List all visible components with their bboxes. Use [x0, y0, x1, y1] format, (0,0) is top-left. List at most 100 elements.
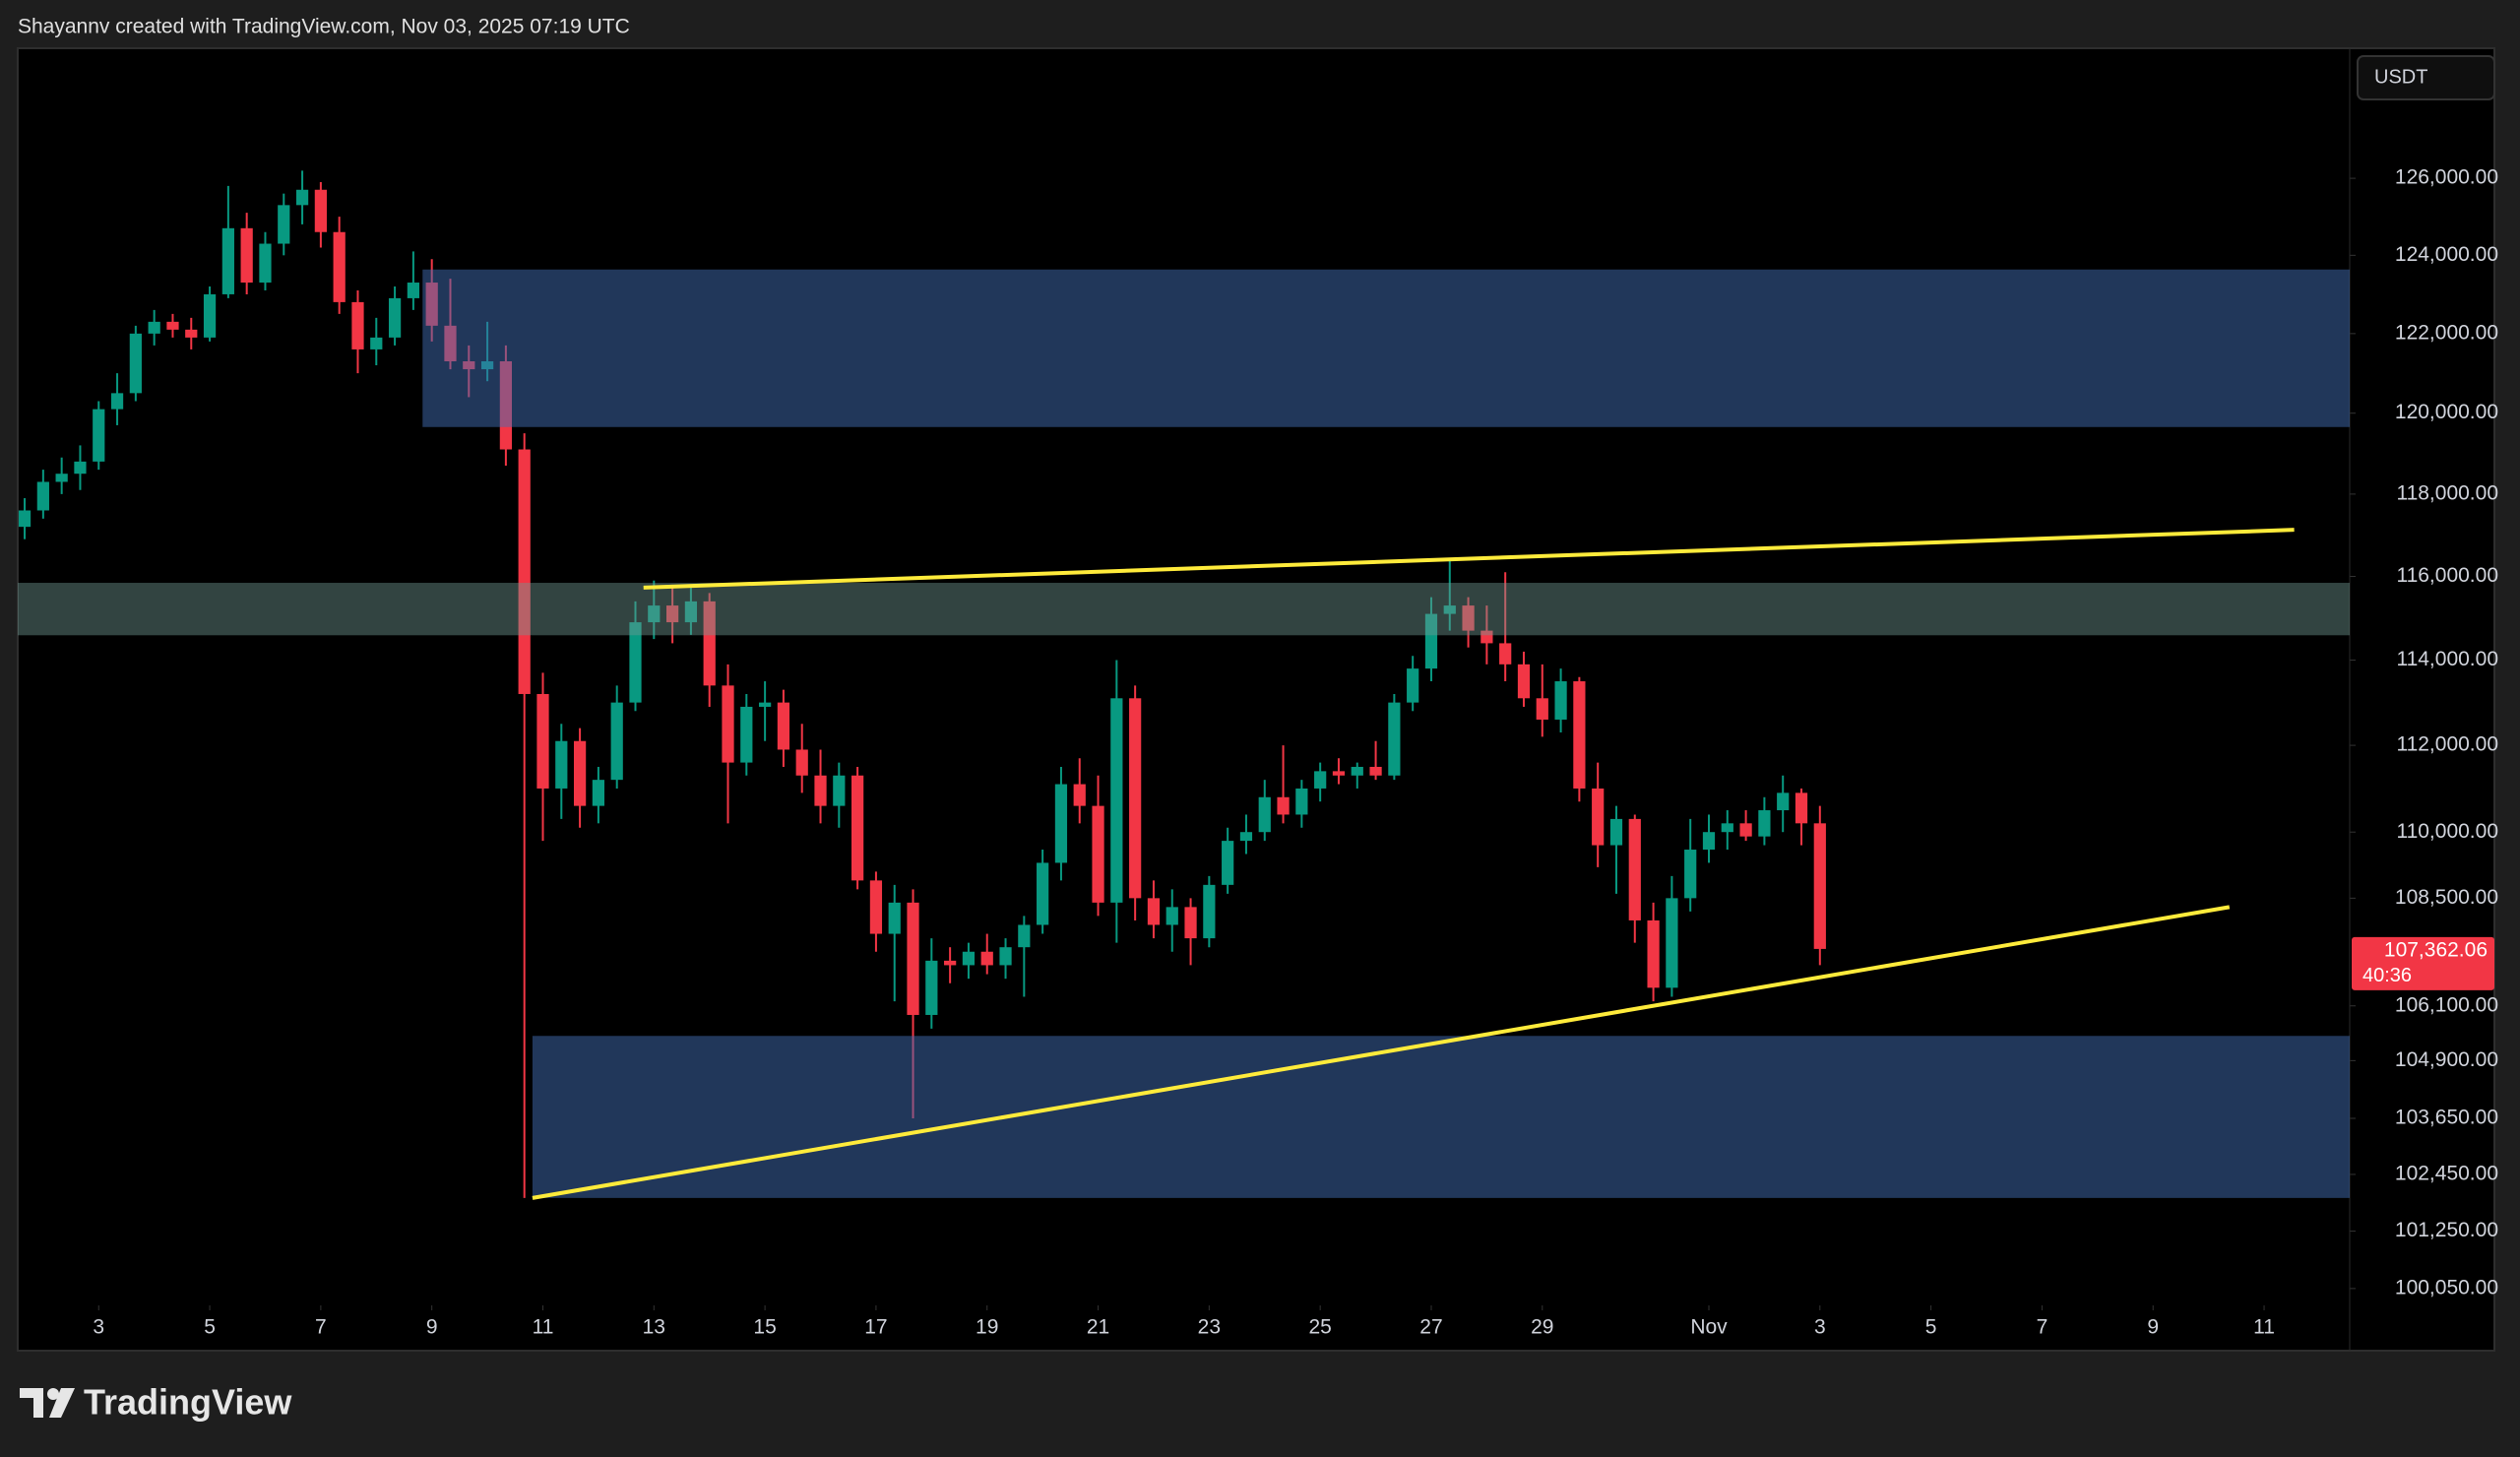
- candle-body: [185, 329, 198, 338]
- y-tick-label: 108,500.00: [2395, 886, 2498, 909]
- candle-body: [1721, 823, 1733, 833]
- logo-icon: [47, 1388, 59, 1400]
- candle-body: [1480, 630, 1493, 644]
- candle-body: [1628, 818, 1641, 920]
- candle-body: [1609, 818, 1623, 846]
- candle-body: [610, 702, 623, 781]
- x-tick-label: 5: [204, 1316, 216, 1339]
- y-tick-label: 103,650.00: [2395, 1107, 2498, 1129]
- candle-body: [129, 333, 142, 394]
- trendline: [643, 528, 2295, 590]
- series-area: [18, 170, 1826, 1198]
- y-tick-label: 112,000.00: [2396, 733, 2498, 756]
- candle-body: [1424, 613, 1438, 669]
- candle-body: [1795, 792, 1808, 824]
- candle-body: [703, 601, 716, 686]
- candle-body: [1222, 841, 1234, 885]
- candle-body: [166, 321, 179, 330]
- candle-body: [1407, 668, 1419, 703]
- candle-body: [1592, 788, 1605, 846]
- candle-body: [370, 337, 383, 349]
- candle-body: [740, 706, 753, 763]
- candle-body: [240, 227, 253, 284]
- x-tick-label: 17: [864, 1316, 887, 1339]
- candle-body: [55, 474, 68, 482]
- trendline: [532, 905, 2231, 1200]
- candle-body: [1295, 788, 1308, 815]
- y-tick-label: 124,000.00: [2395, 243, 2498, 266]
- x-tick-label: 29: [1531, 1316, 1553, 1339]
- candle-body: [665, 605, 679, 623]
- header: Shayannv created with TradingView.com, N…: [18, 16, 630, 38]
- x-tick-label: 15: [753, 1316, 776, 1339]
- x-tick-label: 27: [1419, 1316, 1442, 1339]
- candle-body: [1443, 605, 1456, 614]
- zone: [422, 269, 2351, 427]
- candle-body: [148, 321, 160, 334]
- candle-body: [1092, 805, 1104, 903]
- candle-body: [814, 775, 827, 806]
- y-tick-label: 106,100.00: [2395, 993, 2498, 1016]
- x-tick-label: 7: [315, 1316, 327, 1339]
- candle-body: [295, 189, 309, 206]
- logo-icon: [20, 1388, 43, 1418]
- candle-body: [1166, 907, 1178, 925]
- y-tick-label: 110,000.00: [2396, 820, 2498, 843]
- zone: [532, 1036, 2350, 1198]
- candle-body: [1258, 796, 1271, 833]
- candle-body: [1314, 771, 1327, 789]
- candle-body: [351, 301, 364, 349]
- candle-body: [407, 283, 419, 298]
- candle-body: [110, 393, 124, 410]
- candle-body: [1203, 884, 1216, 939]
- candle-body: [314, 189, 327, 232]
- candle-body: [648, 605, 661, 623]
- y-tick-label: 116,000.00: [2396, 564, 2498, 587]
- candle-body: [259, 243, 272, 284]
- candle-body: [221, 227, 234, 294]
- logo-icon: [49, 1388, 75, 1418]
- candle-body: [518, 449, 531, 694]
- logo: [20, 1388, 75, 1418]
- currency-button[interactable]: [2357, 55, 2495, 100]
- candle-body: [1054, 784, 1068, 863]
- x-tick-label: 23: [1198, 1316, 1221, 1339]
- candle-body: [1073, 784, 1086, 806]
- y-tick-label: 101,250.00: [2395, 1219, 2498, 1241]
- candle-body: [1758, 810, 1771, 837]
- candle-body: [1037, 862, 1049, 925]
- candle-body: [944, 960, 957, 966]
- candle-body: [1110, 698, 1123, 903]
- candle-body: [1351, 766, 1363, 776]
- candle-body: [1573, 681, 1586, 789]
- y-tick-label: 114,000.00: [2396, 648, 2498, 670]
- candle-body: [1777, 792, 1790, 811]
- candle-body: [536, 693, 549, 789]
- y-tick-label: 126,000.00: [2395, 166, 2498, 189]
- candle-body: [592, 780, 605, 806]
- candle-body: [1388, 702, 1401, 776]
- candle-body: [1517, 664, 1531, 699]
- footer-brand: TradingView: [84, 1382, 292, 1423]
- candle-body: [1554, 681, 1567, 720]
- candle-body: [1129, 698, 1142, 899]
- candle-body: [1499, 643, 1512, 665]
- last-price-label: 107,362.06: [2384, 938, 2488, 961]
- candle-body: [777, 702, 790, 750]
- x-tick-label: 5: [1925, 1316, 1937, 1339]
- y-tick-label: 104,900.00: [2395, 1048, 2498, 1071]
- candle-body: [684, 601, 698, 623]
- candle-body: [1739, 823, 1752, 837]
- candle-body: [1684, 850, 1697, 899]
- candle-body: [722, 685, 734, 763]
- candle-body: [1332, 771, 1346, 776]
- last-price-box: [2352, 936, 2494, 990]
- candle-body: [962, 951, 976, 966]
- x-tick-label: 13: [643, 1316, 665, 1339]
- candle-body: [888, 902, 901, 934]
- y-tick-label: 100,050.00: [2395, 1276, 2498, 1299]
- x-tick-label: 11: [2253, 1316, 2275, 1339]
- candle-body: [36, 481, 49, 511]
- candle-body: [278, 205, 290, 244]
- candle-body: [1813, 823, 1826, 949]
